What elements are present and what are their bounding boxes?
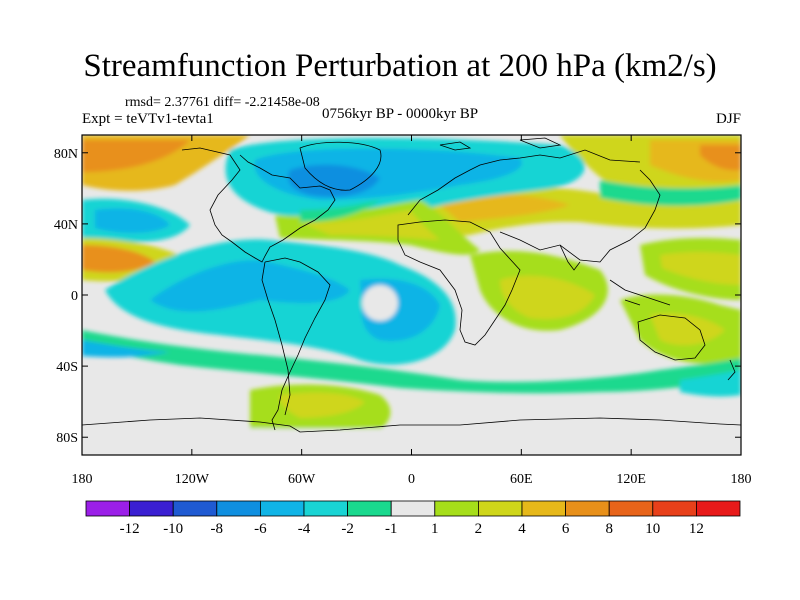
colorbar-label: 6 [562,521,570,537]
lon-tick-label: 180 [731,472,752,487]
colorbar-label: 12 [689,521,704,537]
colorbar-swatch [565,500,610,517]
colorbar-label: -4 [298,521,311,537]
lat-tick-label: 80N [54,147,78,162]
colorbar: -12 -10 -8 -6 -4 -2 -1 1 2 4 6 8 10 12 [85,500,741,537]
lat-tick-label: 0 [71,289,78,304]
colorbar-swatch [652,500,697,517]
lon-tick-label: 60W [288,472,316,487]
lon-tick-label: 120W [175,472,210,487]
longitude-axis: 180 120W 60W 0 60E 120E 180 [72,135,752,487]
coastlines [82,137,741,433]
season-label: DJF [715,111,741,127]
colorbar-swatch [696,500,741,517]
colorbar-label: -2 [341,521,354,537]
colorbar-label: 2 [475,521,483,537]
colorbar-swatch [216,500,261,517]
lat-tick-label: 80S [56,431,78,446]
lon-tick-label: 180 [72,472,93,487]
colorbar-label: 4 [518,521,526,537]
lon-tick-label: 60E [510,472,533,487]
colorbar-label: 8 [605,521,613,537]
colorbar-swatch [347,500,392,517]
colorbar-swatch [303,500,348,517]
colorbar-swatch [434,500,479,517]
colorbar-swatch [477,500,523,517]
contour-fill [82,135,741,455]
experiment-label: Expt = teVTv1-tevta1 [82,111,214,127]
colorbar-swatch [608,500,654,517]
colorbar-swatch [259,500,305,517]
colorbar-label: 1 [431,521,439,537]
colorbar-swatch [172,500,218,517]
colorbar-label: -8 [211,521,224,537]
colorbar-label: -1 [385,521,398,537]
colorbar-label: -12 [120,521,140,537]
lon-tick-label: 0 [408,472,415,487]
colorbar-swatch [390,500,436,517]
page-title: Streamfunction Perturbation at 200 hPa (… [83,48,717,84]
stats-text: rmsd= 2.37761 diff= -2.21458e-08 [125,95,320,110]
lon-tick-label: 120E [616,472,646,487]
colorbar-swatch [85,500,130,517]
lat-tick-label: 40S [56,360,78,375]
colorbar-swatch [129,500,174,517]
colorbar-label: 10 [645,521,660,537]
colorbar-label: -6 [254,521,267,537]
colorbar-label: -10 [163,521,183,537]
colorbar-swatch [521,500,566,517]
lat-tick-label: 40N [54,218,78,233]
period-label: 0756kyr BP - 0000kyr BP [322,106,479,122]
latitude-axis: 80N 40N 0 40S 80S [54,147,741,446]
